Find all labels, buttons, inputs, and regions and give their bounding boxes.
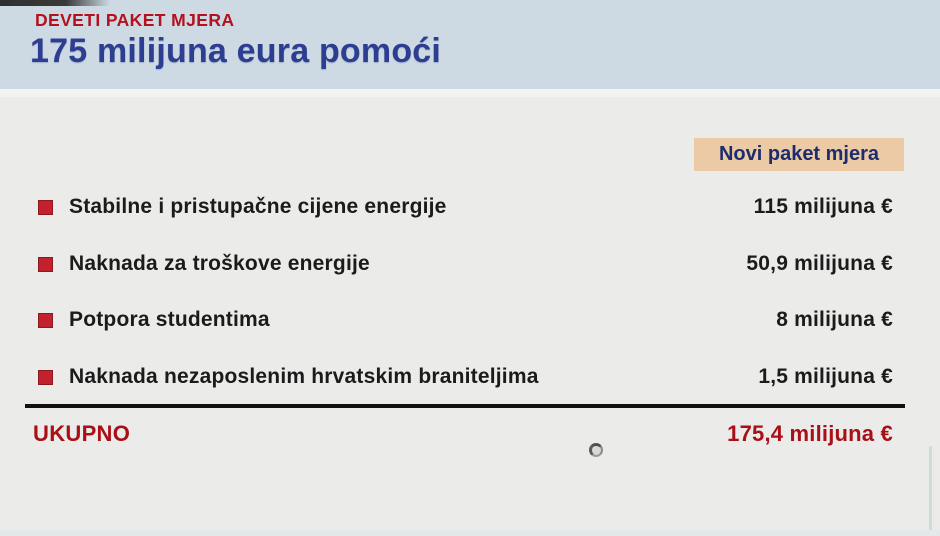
square-bullet-icon (38, 199, 53, 215)
table-row: Naknada nezaposlenim hrvatskim branitelj… (25, 362, 905, 392)
slide-kicker: DEVETI PAKET MJERA (35, 10, 235, 30)
total-label: UKUPNO (33, 421, 131, 446)
square-bullet-icon (38, 369, 53, 385)
header-band: DEVETI PAKET MJERA 175 milijuna eura pom… (0, 0, 940, 89)
column-header-label: Novi paket mjera (718, 143, 880, 165)
table-row: Naknada za troškove energije 50,9 miliju… (25, 249, 905, 279)
video-right-artifact (929, 446, 932, 532)
column-header-chip: Novi paket mjera (694, 138, 904, 171)
row-label: Naknada nezaposlenim hrvatskim branitelj… (69, 365, 539, 388)
header-divider (0, 89, 940, 97)
video-top-artifact (0, 0, 110, 6)
row-value: 1,5 milijuna € (758, 365, 893, 388)
square-bullet-icon (38, 256, 53, 272)
row-value: 50,9 milijuna € (746, 252, 893, 275)
row-value: 8 milijuna € (776, 308, 893, 331)
row-label: Stabilne i pristupačne cijene energije (69, 195, 447, 218)
table-row: Potpora studentima 8 milijuna € (25, 305, 905, 335)
busy-cursor-icon (589, 443, 603, 457)
table-row: Stabilne i pristupačne cijene energije 1… (25, 192, 905, 222)
slide-title: 175 milijuna eura pomoći (30, 32, 442, 70)
total-divider-line (25, 404, 905, 408)
row-label: Potpora studentima (69, 308, 270, 331)
total-value: 175,4 milijuna € (727, 421, 893, 446)
total-row: UKUPNO 175,4 milijuna € (25, 418, 905, 450)
bottom-edge-strip (0, 530, 940, 536)
row-value: 115 milijuna € (753, 195, 893, 218)
square-bullet-icon (38, 312, 53, 328)
row-label: Naknada za troškove energije (69, 252, 370, 275)
